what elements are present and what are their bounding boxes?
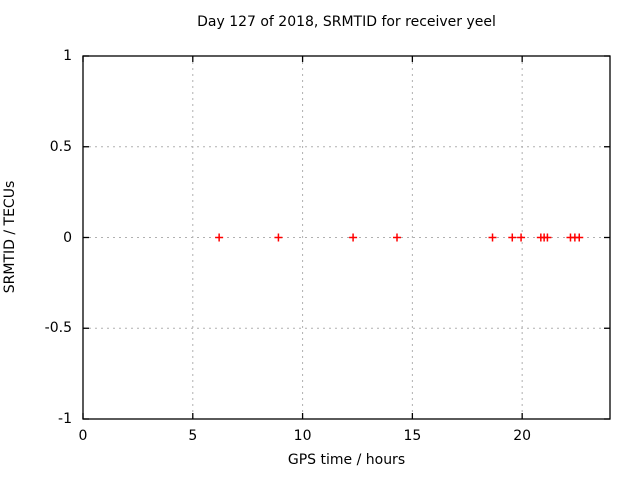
data-point-marker xyxy=(575,233,584,242)
data-point-marker xyxy=(349,233,358,242)
data-point-marker xyxy=(274,233,283,242)
y-tick-label: 0.5 xyxy=(49,138,72,155)
data-point-marker xyxy=(393,233,402,242)
x-tick-label: 5 xyxy=(188,428,198,444)
y-tick-label: -0.5 xyxy=(44,320,72,337)
x-tick-label: 15 xyxy=(403,428,422,444)
chart-title: Day 127 of 2018, SRMTID for receiver yee… xyxy=(197,14,496,30)
data-point-marker xyxy=(215,233,224,242)
x-tick-label: 0 xyxy=(78,428,88,444)
x-tick-label: 20 xyxy=(513,428,532,444)
data-point-marker xyxy=(517,233,526,242)
y-tick-label: 0 xyxy=(63,229,72,246)
data-point-marker xyxy=(488,233,497,242)
x-tick-label: 10 xyxy=(293,428,312,444)
data-point-marker xyxy=(543,233,552,242)
data-point-marker xyxy=(508,233,517,242)
x-axis-label: GPS time / hours xyxy=(287,452,406,468)
y-tick-label: -1 xyxy=(58,411,72,427)
y-tick-label: 1 xyxy=(63,48,72,64)
